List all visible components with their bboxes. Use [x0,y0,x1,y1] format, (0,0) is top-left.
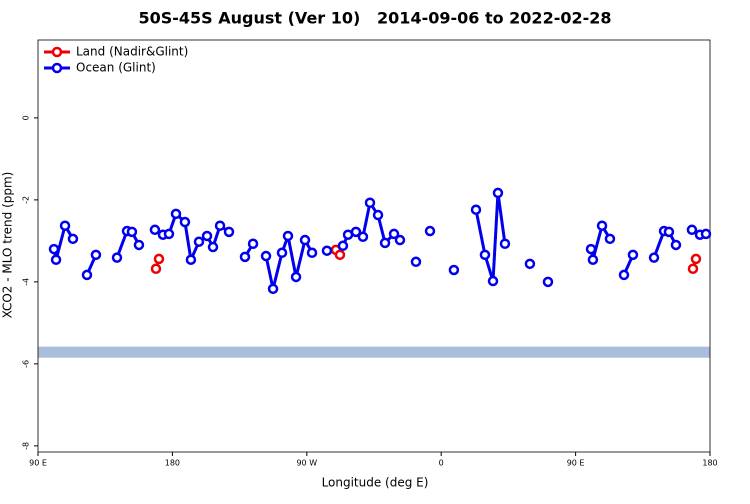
data-point [470,204,482,215]
data-point [126,226,138,238]
data-point [618,269,630,281]
data-point [260,250,272,262]
data-point [247,238,259,249]
x-tick-label: 90 E [29,459,47,468]
data-point [207,241,219,253]
data-point [604,233,616,245]
x-tick-label: 90 W [296,459,317,468]
series-line [52,224,75,262]
map-band [38,346,710,358]
data-point [690,253,702,265]
data-point [487,275,499,287]
data-point [149,224,161,236]
y-axis-label: XCO2 - MLO trend (ppm) [1,172,15,319]
series-line [341,201,402,247]
data-point [185,254,197,265]
data-point [170,208,182,220]
y-tick-label: -8 [22,442,31,450]
data-point [596,220,608,231]
x-axis-label: Longitude (deg E) [322,476,429,490]
data-point [337,240,349,252]
data-point [48,243,60,255]
data-point [394,234,406,246]
data-point [492,187,504,199]
data-point [670,239,682,251]
data-point [410,256,422,268]
data-point [448,264,460,276]
data-point [81,269,93,281]
data-point [290,271,302,283]
y-tick-label: 0 [22,115,31,120]
data-point [239,251,251,263]
legend-marker [51,62,63,74]
data-point [379,237,391,249]
y-tick-label: -6 [22,360,31,368]
data-point [479,249,491,261]
data-point [193,236,205,247]
series-line [589,224,612,262]
data-point [153,253,165,265]
data-point [524,258,536,270]
chart-title: 50S-45S August (Ver 10) 2014-09-06 to 20… [138,9,611,28]
data-point [372,209,384,221]
data-point [150,263,162,275]
data-point [686,224,698,236]
x-tick-label: 180 [165,459,180,468]
data-point [663,226,675,238]
x-tick-label: 90 E [567,459,585,468]
data-point [179,216,191,228]
data-point [687,263,699,275]
y-tick-label: -4 [22,278,31,286]
data-point [364,197,376,209]
data-point [67,233,79,245]
data-point [424,225,436,237]
y-tick-label: -2 [22,196,31,204]
data-point [282,230,294,242]
data-point [350,226,362,238]
data-point [267,283,279,295]
data-point [585,243,597,255]
x-tick-label: 180 [702,459,717,468]
data-point [299,234,311,246]
data-point [223,226,235,238]
data-point [214,220,226,231]
data-point [700,228,712,240]
data-point [133,239,145,251]
data-point [627,249,639,261]
data-point [201,230,213,242]
data-point [542,276,554,288]
data-point [276,247,288,259]
data-point [334,249,346,261]
x-tick-label: 0 [439,459,444,468]
data-point [388,228,400,240]
data-point [59,220,71,231]
series-line [474,191,507,283]
data-point [587,254,599,265]
data-point [499,238,511,249]
data-point [90,249,102,261]
data-point [357,231,369,243]
legend-label: Ocean (Glint) [76,61,156,75]
data-point [648,252,660,263]
data-point [321,245,333,256]
data-point [306,247,318,259]
plot-frame [37,39,711,453]
legend-label: Land (Nadir&Glint) [76,45,188,59]
data-point [50,254,62,265]
data-point [163,228,175,240]
legend-marker [51,46,63,58]
data-point [111,252,123,263]
